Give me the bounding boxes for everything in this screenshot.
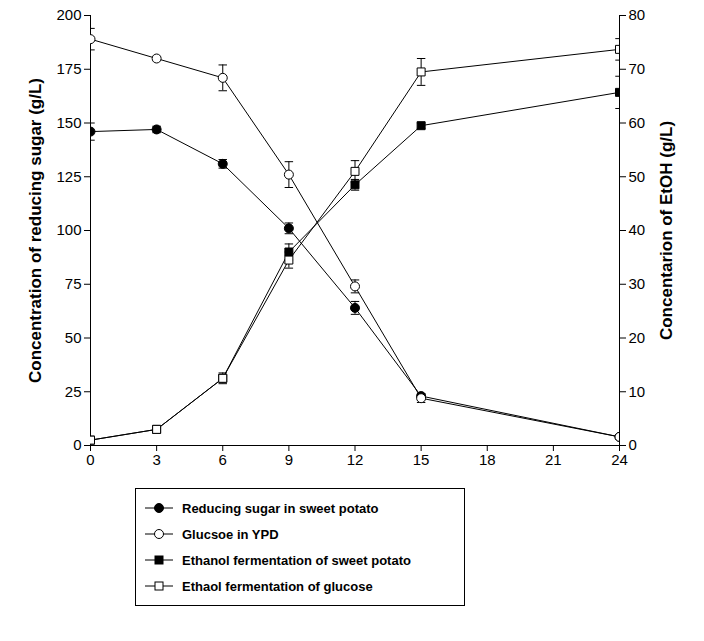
svg-text:10: 10 (629, 383, 646, 400)
svg-text:25: 25 (65, 383, 82, 400)
svg-text:15: 15 (413, 451, 430, 468)
svg-text:80: 80 (629, 6, 646, 23)
svg-text:40: 40 (629, 221, 646, 238)
svg-text:70: 70 (629, 60, 646, 77)
svg-text:75: 75 (65, 275, 82, 292)
svg-text:9: 9 (285, 451, 293, 468)
svg-text:0: 0 (629, 436, 637, 453)
svg-text:175: 175 (56, 60, 81, 77)
svg-text:0: 0 (86, 451, 94, 468)
svg-text:0: 0 (73, 436, 81, 453)
html-text:Ethanol fermentation of sweet: Ethanol fermentation of sweet potato (182, 552, 411, 568)
svg-text:Concentarion of EtOH (g/L): Concentarion of EtOH (g/L) (657, 121, 676, 340)
svg-text:12: 12 (347, 451, 364, 468)
svg-text:50: 50 (629, 168, 646, 185)
svg-text:60: 60 (629, 114, 646, 131)
svg-text:50: 50 (65, 329, 82, 346)
html-text:Reducing sugar in sweet potato: Reducing sugar in sweet potato (182, 500, 379, 516)
svg-text:30: 30 (629, 275, 646, 292)
svg-text:6: 6 (219, 451, 227, 468)
svg-text:21: 21 (545, 451, 562, 468)
svg-text:18: 18 (479, 451, 496, 468)
html-text:Glucsoe in YPD: Glucsoe in YPD (182, 526, 279, 542)
svg-text:100: 100 (56, 221, 81, 238)
html-text:Ethaol fermentation of glucose: Ethaol fermentation of glucose (182, 578, 373, 594)
svg-text:Concentration of reducing suga: Concentration of reducing sugar (g/L) (26, 78, 45, 383)
svg-text:200: 200 (56, 6, 81, 23)
svg-text:24: 24 (611, 451, 628, 468)
svg-text:150: 150 (56, 114, 81, 131)
svg-text:3: 3 (152, 451, 160, 468)
svg-text:125: 125 (56, 168, 81, 185)
svg-text:20: 20 (629, 329, 646, 346)
